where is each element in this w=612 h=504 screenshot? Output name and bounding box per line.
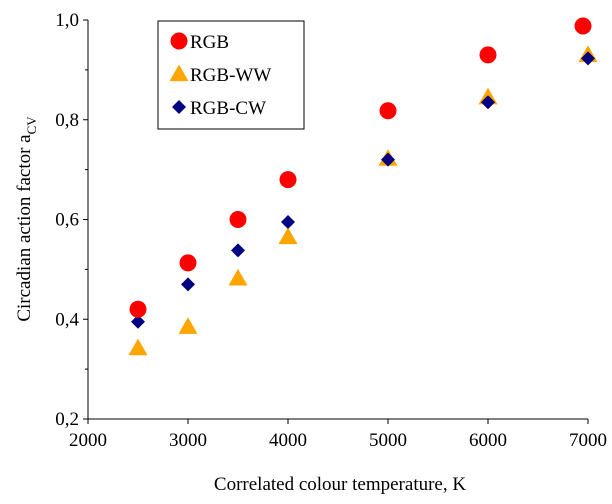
- data-point-circle: [479, 46, 497, 64]
- data-point-diamond: [181, 277, 195, 292]
- x-tick-label: 6000: [469, 430, 507, 451]
- y-axis-title-main: Circadian action factor a: [14, 134, 35, 322]
- data-point-circle: [179, 254, 197, 272]
- legend-marker-triangle: [169, 64, 189, 82]
- data-point-diamond: [581, 51, 595, 66]
- legend: RGB RGB-WW RGB-CW: [157, 20, 305, 130]
- data-point-triangle: [228, 268, 248, 286]
- series-rgb: [129, 17, 592, 318]
- data-point-circle: [574, 17, 592, 35]
- x-tick-label: 7000: [569, 430, 607, 451]
- data-point-diamond: [481, 95, 495, 110]
- data-point-circle: [129, 300, 147, 318]
- y-tick-label: 0,6: [55, 210, 79, 231]
- x-tick-label: 2000: [69, 430, 107, 451]
- data-series: [128, 17, 598, 356]
- data-point-circle: [229, 211, 247, 228]
- y-axis-title: Circadian action factor aCV: [14, 116, 39, 322]
- y-tick-label: 1,0: [55, 10, 79, 31]
- data-point-diamond: [281, 214, 295, 229]
- y-axis-title-subscript: CV: [24, 116, 39, 135]
- legend-label: RGB-CW: [190, 98, 266, 119]
- data-point-triangle: [128, 338, 148, 356]
- data-point-circle: [279, 171, 297, 189]
- legend-marker-diamond: [172, 100, 186, 114]
- data-point-diamond: [231, 243, 245, 258]
- x-axis-title: Correlated colour temperature, K: [214, 474, 466, 495]
- series-rgb-cw: [131, 51, 595, 329]
- y-tick-label: 0,8: [55, 110, 79, 131]
- x-tick-label: 3000: [169, 430, 207, 451]
- legend-label: RGB: [190, 32, 229, 53]
- data-point-circle: [379, 102, 397, 120]
- legend-label: RGB-WW: [190, 65, 271, 86]
- data-point-triangle: [178, 317, 198, 334]
- axis-ticks: 0,2 0,4 0,6 0,8 1,0 2000 3000 4000 5000 6000 7000: [55, 10, 607, 451]
- legend-marker-circle: [170, 32, 188, 50]
- data-point-diamond: [381, 152, 395, 167]
- x-tick-label: 4000: [269, 430, 307, 451]
- data-point-triangle: [278, 227, 298, 245]
- data-point-diamond: [131, 314, 145, 329]
- x-tick-label: 5000: [369, 430, 407, 451]
- y-tick-label: 0,4: [55, 309, 79, 330]
- y-tick-label: 0,2: [55, 409, 79, 430]
